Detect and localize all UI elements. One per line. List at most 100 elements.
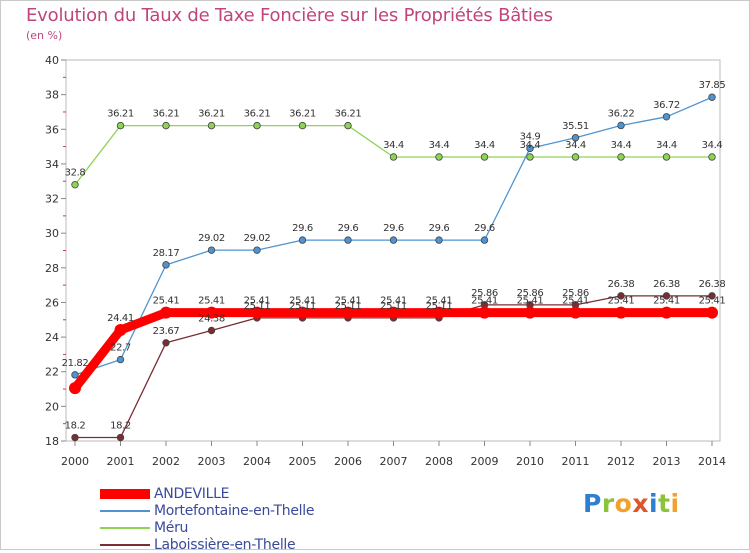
y-tick-label: 40 bbox=[45, 54, 59, 67]
x-tick-label: 2010 bbox=[516, 455, 544, 468]
data-point bbox=[662, 292, 671, 300]
data-point bbox=[205, 306, 218, 319]
data-label: 34.4 bbox=[520, 140, 541, 151]
data-point bbox=[344, 121, 352, 130]
proxiti-logo: Proxiti bbox=[583, 489, 680, 518]
data-label: 25.41 bbox=[653, 296, 680, 307]
x-tick-label: 2008 bbox=[425, 455, 453, 468]
data-label: 24.38 bbox=[198, 314, 225, 325]
data-label: 34.4 bbox=[702, 140, 723, 151]
y-tick-label: 22 bbox=[45, 366, 59, 379]
legend-item: Mortefontaine-en-Thelle bbox=[100, 502, 314, 519]
data-label: 34.4 bbox=[474, 140, 495, 151]
data-label: 25.41 bbox=[517, 296, 544, 307]
data-point bbox=[116, 355, 125, 364]
data-point bbox=[571, 134, 580, 142]
data-point bbox=[71, 180, 79, 189]
data-label: 25.86 bbox=[562, 288, 589, 299]
data-point bbox=[569, 306, 582, 319]
x-tick-label: 2002 bbox=[152, 455, 180, 468]
data-label: 25.41 bbox=[426, 296, 453, 307]
data-point bbox=[251, 306, 263, 319]
data-point bbox=[162, 339, 170, 347]
data-point bbox=[435, 153, 443, 161]
data-point bbox=[116, 121, 125, 130]
data-point bbox=[298, 121, 307, 130]
data-label: 36.21 bbox=[198, 109, 225, 120]
data-label: 25.41 bbox=[471, 296, 498, 307]
data-point bbox=[435, 236, 443, 244]
y-tick-label: 34 bbox=[45, 158, 59, 171]
x-tick-label: 2011 bbox=[562, 455, 590, 468]
logo-letter: i bbox=[649, 489, 659, 518]
data-point bbox=[662, 153, 671, 161]
data-label: 37.85 bbox=[699, 80, 726, 91]
data-label: 29.6 bbox=[429, 223, 450, 234]
legend-item: Méru bbox=[100, 519, 314, 536]
data-point bbox=[162, 121, 170, 130]
data-point bbox=[708, 93, 716, 101]
unit-label: (en %) bbox=[26, 29, 63, 42]
legend-swatch bbox=[100, 509, 150, 512]
data-label: 25.41 bbox=[198, 296, 225, 307]
data-point bbox=[207, 121, 216, 130]
y-tick-label: 20 bbox=[45, 400, 59, 413]
y-tick-label: 36 bbox=[45, 123, 59, 136]
data-point bbox=[71, 433, 79, 442]
data-label: 25.11 bbox=[244, 301, 271, 312]
logo-letter: x bbox=[632, 489, 649, 518]
logo-letter: i bbox=[670, 489, 680, 518]
data-label: 26.38 bbox=[699, 279, 726, 290]
data-label: 34.4 bbox=[383, 140, 404, 151]
data-label: 29.02 bbox=[244, 233, 271, 244]
data-label: 25.41 bbox=[153, 296, 180, 307]
series-line-0 bbox=[70, 308, 717, 393]
data-point bbox=[207, 246, 216, 254]
data-point bbox=[253, 121, 261, 130]
data-point bbox=[706, 306, 718, 319]
data-point bbox=[389, 153, 398, 161]
y-tick-label: 28 bbox=[45, 262, 59, 275]
data-label: 36.21 bbox=[244, 109, 271, 120]
data-label: 36.21 bbox=[335, 109, 362, 120]
chart-title: Evolution du Taux de Taxe Foncière sur l… bbox=[26, 5, 553, 26]
data-label: 36.72 bbox=[653, 100, 680, 111]
x-tick-label: 2013 bbox=[653, 455, 681, 468]
data-label: 25.41 bbox=[335, 296, 362, 307]
data-label: 25.41 bbox=[699, 296, 726, 307]
data-point bbox=[526, 153, 534, 161]
x-tick-label: 2009 bbox=[471, 455, 499, 468]
data-label: 25.11 bbox=[426, 301, 453, 312]
legend-label: Mortefontaine-en-Thelle bbox=[154, 502, 315, 519]
data-label: 25.11 bbox=[289, 301, 316, 312]
data-label: 29.6 bbox=[383, 223, 404, 234]
x-tick-label: 2007 bbox=[380, 455, 408, 468]
x-tick-label: 2014 bbox=[698, 455, 726, 468]
data-point bbox=[344, 236, 352, 244]
data-point bbox=[207, 326, 216, 335]
y-tick-label: 26 bbox=[45, 296, 59, 309]
legend-label: Méru bbox=[154, 519, 189, 536]
data-point bbox=[160, 306, 172, 319]
data-label: 26.38 bbox=[608, 279, 635, 290]
data-label: 25.41 bbox=[289, 296, 316, 307]
data-point bbox=[526, 144, 534, 153]
data-label: 28.17 bbox=[153, 248, 180, 259]
data-label: 32.8 bbox=[65, 168, 86, 179]
data-label: 36.22 bbox=[608, 108, 635, 119]
y-tick-label: 30 bbox=[45, 227, 59, 240]
data-label: 29.6 bbox=[474, 223, 495, 234]
y-tick-label: 18 bbox=[45, 435, 59, 448]
data-point bbox=[480, 153, 489, 161]
x-tick-label: 2003 bbox=[198, 455, 226, 468]
data-label: 34.9 bbox=[520, 131, 541, 142]
x-tick-label: 2006 bbox=[334, 455, 362, 468]
legend-item: Laboissière-en-Thelle bbox=[100, 536, 314, 553]
data-label: 25.86 bbox=[517, 288, 544, 299]
data-point bbox=[389, 236, 398, 244]
data-point bbox=[69, 382, 81, 395]
data-point bbox=[116, 433, 125, 442]
logo-letter: P bbox=[583, 489, 602, 518]
data-label: 23.67 bbox=[153, 326, 180, 337]
legend-swatch bbox=[100, 543, 150, 546]
